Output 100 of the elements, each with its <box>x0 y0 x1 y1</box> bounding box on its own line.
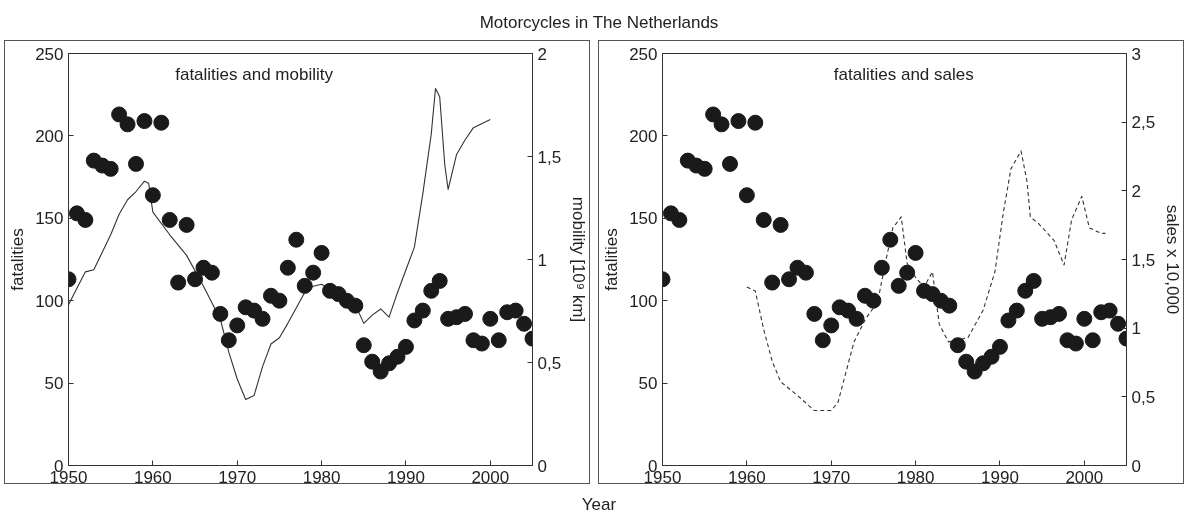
y-tick-label: 200 <box>629 126 658 146</box>
y-tick-label: 150 <box>35 209 64 229</box>
point <box>890 277 907 294</box>
point <box>457 305 474 322</box>
point <box>797 264 814 281</box>
y-tick-label: 50 <box>44 374 64 394</box>
point <box>1051 305 1068 322</box>
point <box>907 244 924 261</box>
point <box>747 114 764 131</box>
x-tick-label: 1990 <box>387 467 425 487</box>
point <box>254 310 271 327</box>
x-tick-label: 1970 <box>812 467 851 487</box>
point <box>77 211 94 228</box>
point <box>958 353 975 370</box>
x-axis-title: Year <box>581 494 617 516</box>
y2-tick-label: 0,5 <box>537 353 562 373</box>
point <box>229 317 246 334</box>
point <box>212 305 229 322</box>
point <box>991 338 1008 355</box>
point <box>899 264 916 281</box>
y2-tick-label: 2 <box>537 44 547 64</box>
point <box>814 332 831 349</box>
point <box>203 264 220 281</box>
point <box>170 274 187 291</box>
point <box>153 114 170 131</box>
y2-axis-title: mobility [10⁹ km] <box>569 196 589 323</box>
y2-tick-label: 0 <box>1131 456 1141 476</box>
point <box>873 259 890 276</box>
point <box>781 271 798 288</box>
y2-tick-label: 1,5 <box>1131 250 1156 270</box>
annotation: fatalities and mobility <box>175 64 334 84</box>
point <box>389 348 406 365</box>
x-tick-label: 1960 <box>133 467 172 487</box>
point <box>431 272 448 289</box>
y-tick-label: 250 <box>35 44 64 64</box>
y2-axis-title: sales x 10,000 <box>1163 204 1183 315</box>
y2-tick-label: 1 <box>537 250 547 270</box>
point <box>161 211 178 228</box>
point <box>772 216 789 233</box>
y2-tick-label: 1 <box>1131 319 1141 339</box>
annotation: fatalities and sales <box>833 64 974 84</box>
point <box>1110 315 1127 332</box>
point <box>1000 312 1017 329</box>
point <box>671 211 688 228</box>
y2-tick-label: 0 <box>537 456 547 476</box>
point <box>730 113 747 130</box>
point <box>482 310 499 327</box>
point <box>865 292 882 309</box>
point <box>271 292 288 309</box>
point <box>305 264 322 281</box>
x-tick-label: 1980 <box>896 467 935 487</box>
y-tick-label: 100 <box>35 291 64 311</box>
point <box>983 348 1000 365</box>
point <box>288 231 305 248</box>
y-tick-label: 150 <box>629 209 658 229</box>
y2-tick-label: 1,5 <box>537 147 562 167</box>
point <box>764 274 781 291</box>
point <box>279 259 296 276</box>
y2-tick-label: 2,5 <box>1131 113 1156 133</box>
point <box>1025 272 1042 289</box>
x-tick-label: 2000 <box>471 467 510 487</box>
point <box>696 160 713 177</box>
point <box>136 113 153 130</box>
line-series <box>746 150 1106 412</box>
point <box>414 302 431 319</box>
point <box>721 155 738 172</box>
y2-tick-label: 0,5 <box>1131 387 1156 407</box>
point <box>102 160 119 177</box>
point <box>220 332 237 349</box>
point <box>1084 332 1101 349</box>
point <box>178 216 195 233</box>
point <box>313 244 330 261</box>
text: Motorcycles in The Netherlands <box>479 12 719 34</box>
point <box>755 211 772 228</box>
x-tick-label: 1960 <box>727 467 766 487</box>
x-tick-label: 1970 <box>218 467 257 487</box>
point <box>127 155 144 172</box>
y-axis-title: fatalities <box>602 228 622 291</box>
point <box>119 116 136 133</box>
x-tick-label: 1980 <box>302 467 341 487</box>
point <box>823 317 840 334</box>
point <box>516 315 533 332</box>
point <box>406 312 423 329</box>
y-axis-title: fatalities <box>8 228 28 291</box>
point <box>941 297 958 314</box>
point <box>473 335 490 352</box>
y2-tick-label: 2 <box>1131 181 1141 201</box>
point <box>1067 335 1084 352</box>
point <box>347 297 364 314</box>
point <box>806 305 823 322</box>
x-tick-label: 2000 <box>1065 467 1104 487</box>
point <box>882 231 899 248</box>
point <box>144 187 161 204</box>
y-tick-label: 250 <box>629 44 658 64</box>
point <box>1076 310 1093 327</box>
y2-tick-label: 3 <box>1131 44 1141 64</box>
point <box>738 187 755 204</box>
point <box>355 337 372 354</box>
point <box>490 332 507 349</box>
point <box>397 338 414 355</box>
